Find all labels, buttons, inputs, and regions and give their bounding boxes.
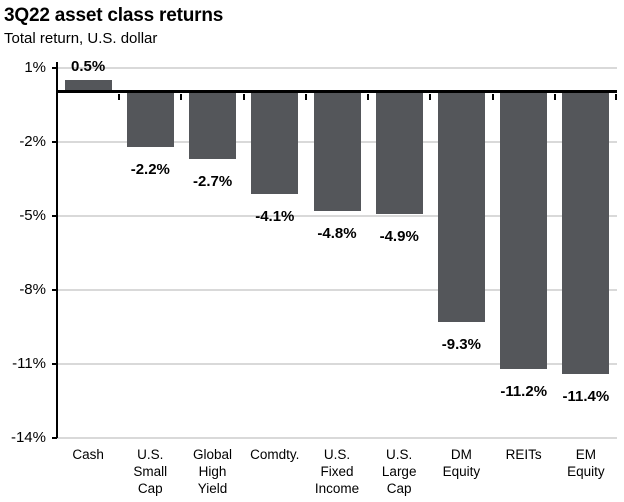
y-axis-tick bbox=[52, 215, 57, 217]
bar-value-label: -2.7% bbox=[193, 173, 233, 191]
y-axis-tick-label: -2% bbox=[19, 133, 46, 150]
bar-value-label: -4.9% bbox=[379, 227, 419, 245]
x-axis-tick bbox=[553, 93, 556, 100]
x-axis-tick bbox=[118, 93, 121, 100]
gridline bbox=[57, 67, 617, 69]
y-axis-tick-label: -5% bbox=[19, 207, 46, 224]
bar bbox=[562, 92, 610, 374]
y-axis-tick bbox=[52, 141, 57, 143]
y-axis-tick bbox=[52, 437, 57, 439]
chart-title: 3Q22 asset class returns bbox=[4, 5, 224, 26]
x-axis-tick bbox=[180, 93, 183, 100]
bar bbox=[251, 92, 299, 194]
y-axis-tick-label: 1% bbox=[24, 59, 46, 76]
y-axis-tick bbox=[52, 289, 57, 291]
bar bbox=[375, 92, 423, 214]
y-axis-tick-label: -11% bbox=[12, 355, 46, 372]
x-axis-tick bbox=[242, 93, 245, 100]
bar bbox=[64, 80, 112, 93]
chart-subtitle: Total return, U.S. dollar bbox=[4, 30, 158, 47]
bar-value-label: -11.2% bbox=[500, 382, 548, 400]
x-axis-label: REITs bbox=[505, 447, 542, 462]
gridline bbox=[57, 215, 617, 217]
bar bbox=[313, 92, 361, 212]
bar-value-label: 0.5% bbox=[70, 58, 106, 76]
gridline bbox=[57, 289, 617, 291]
x-axis-label: Global High Yield bbox=[192, 447, 232, 496]
zero-axis-line bbox=[57, 90, 617, 93]
y-axis-tick-label: -14% bbox=[10, 429, 46, 446]
x-axis-label: DM Equity bbox=[442, 447, 481, 479]
x-axis-tick bbox=[429, 93, 432, 100]
bar bbox=[500, 92, 548, 369]
x-axis-label: EM Equity bbox=[567, 447, 605, 479]
x-axis-label: Comdty. bbox=[250, 447, 300, 462]
x-axis-tick bbox=[367, 93, 370, 100]
x-axis-tick bbox=[615, 93, 617, 100]
bar bbox=[437, 92, 485, 323]
bar bbox=[189, 92, 237, 160]
x-axis-label: U.S. Fixed Income bbox=[314, 447, 360, 496]
y-axis-tick bbox=[52, 363, 57, 365]
bar-value-label: -2.2% bbox=[130, 160, 170, 178]
gridline bbox=[57, 363, 617, 365]
x-axis-label: Cash bbox=[72, 447, 104, 462]
bar-value-label: -4.8% bbox=[317, 225, 357, 243]
bar bbox=[126, 92, 174, 147]
x-axis-tick bbox=[304, 93, 307, 100]
x-axis-label: U.S. Small Cap bbox=[133, 447, 168, 496]
bar-value-label: -9.3% bbox=[441, 336, 481, 354]
y-axis-tick-label: -8% bbox=[19, 281, 46, 298]
y-axis-tick bbox=[52, 67, 57, 69]
y-axis-line bbox=[56, 62, 58, 438]
x-axis-label: U.S. Large Cap bbox=[381, 447, 417, 496]
gridline bbox=[57, 437, 617, 439]
x-axis-tick bbox=[491, 93, 494, 100]
bar-value-label: -11.4% bbox=[562, 387, 610, 405]
bar-value-label: -4.1% bbox=[255, 207, 295, 225]
